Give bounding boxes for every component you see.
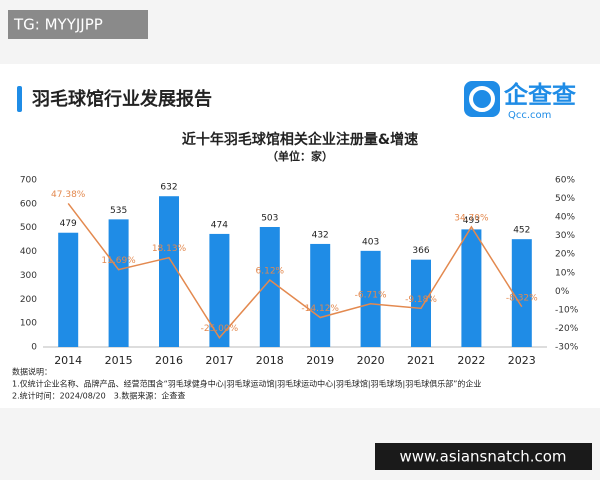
y-tick-label: 100 — [20, 319, 37, 329]
bar — [360, 250, 381, 347]
line-value-label: 6.12% — [256, 266, 285, 276]
logo: 企查查 Qcc.com — [464, 81, 576, 121]
chart-subtitle: （单位：家） — [267, 149, 333, 163]
y2-tick-label: 0% — [555, 287, 570, 297]
line-value-label: -14.12% — [301, 304, 339, 314]
watermark: TG: MYYJJPP — [13, 16, 103, 34]
bar-value-label: 432 — [312, 230, 329, 240]
x-tick-label: 2014 — [54, 354, 82, 367]
y-tick-label: 700 — [20, 176, 37, 186]
bar — [259, 226, 280, 347]
x-tick-label: 2016 — [155, 354, 183, 367]
bar — [159, 196, 179, 347]
y2-tick-label: 60% — [555, 176, 575, 186]
bar — [511, 239, 532, 347]
x-tick-label: 2015 — [105, 354, 133, 367]
y2-tick-label: 40% — [555, 213, 575, 223]
y2-tick-label: -10% — [555, 305, 579, 315]
y2-tick-label: 50% — [555, 194, 575, 204]
chart-title: 近十年羽毛球馆相关企业注册量&增速 — [182, 131, 418, 148]
bar-value-label: 479 — [60, 219, 77, 229]
x-tick-label: 2017 — [205, 354, 233, 367]
bar — [310, 243, 331, 347]
y2-tick-label: 20% — [555, 250, 575, 260]
bar-value-label: 493 — [463, 216, 480, 226]
bar — [461, 229, 482, 347]
line-value-label: 34.70% — [454, 213, 489, 223]
bar-value-label: 452 — [513, 226, 530, 236]
bar-value-label: 632 — [160, 183, 177, 193]
y-tick-label: 200 — [20, 295, 37, 305]
x-tick-label: 2022 — [457, 354, 485, 367]
logo-ring — [469, 86, 495, 112]
report-card — [0, 64, 600, 408]
title-accent — [17, 86, 22, 112]
y-tick-label: 300 — [20, 271, 37, 281]
bar — [58, 232, 79, 347]
bar — [411, 259, 431, 347]
bar — [209, 233, 230, 347]
line-value-label: 11.69% — [101, 256, 136, 266]
footer-box — [375, 443, 592, 470]
y-tick-label: 500 — [20, 223, 37, 233]
line-value-label: -9.18% — [405, 295, 437, 305]
bar-value-label: 535 — [110, 206, 127, 216]
x-tick-label: 2018 — [256, 354, 284, 367]
line-value-label: -8.32% — [506, 293, 538, 303]
notes: 数据说明： 1.仅统计企业名称、品牌产品、经营范围含“羽毛球健身中心|羽毛球运动馆… — [12, 367, 481, 401]
y-tick-label: 600 — [20, 199, 37, 209]
line-value-label: -6.71% — [355, 290, 387, 300]
bar-value-label: 366 — [412, 246, 429, 256]
y2-tick-label: -30% — [555, 343, 579, 353]
y2-tick-label: 30% — [555, 231, 575, 241]
line-value-label: 47.38% — [51, 190, 86, 200]
x-tick-label: 2020 — [357, 354, 385, 367]
y-tick-label: 0 — [31, 343, 37, 353]
x-tick-label: 2023 — [508, 354, 536, 367]
y2-tick-label: -20% — [555, 324, 579, 334]
line-value-label: 18.13% — [152, 244, 187, 254]
bar-value-label: 403 — [362, 237, 379, 247]
bar-value-label: 503 — [261, 213, 278, 223]
bar-value-label: 474 — [211, 220, 228, 230]
watermark-box — [8, 10, 148, 39]
x-tick-label: 2021 — [407, 354, 435, 367]
line-value-label: -25.00% — [201, 324, 239, 334]
growth-line — [67, 202, 523, 339]
y-tick-label: 400 — [20, 247, 37, 257]
note-line: 2.统计时间：2024/08/20 3.数据来源：企查查 — [12, 391, 185, 401]
x-tick-label: 2019 — [306, 354, 334, 367]
note-line: 数据说明： — [12, 367, 52, 377]
y2-tick-label: 10% — [555, 268, 575, 278]
footer-url: www.asiansnatch.com — [399, 448, 566, 466]
report-title: 羽毛球馆行业发展报告 — [32, 88, 212, 110]
note-line: 1.仅统计企业名称、品牌产品、经营范围含“羽毛球健身中心|羽毛球运动馆|羽毛球运… — [12, 379, 481, 389]
logo-url: Qcc.com — [508, 110, 551, 121]
logo-name: 企查查 — [504, 81, 576, 109]
bar — [108, 219, 129, 347]
